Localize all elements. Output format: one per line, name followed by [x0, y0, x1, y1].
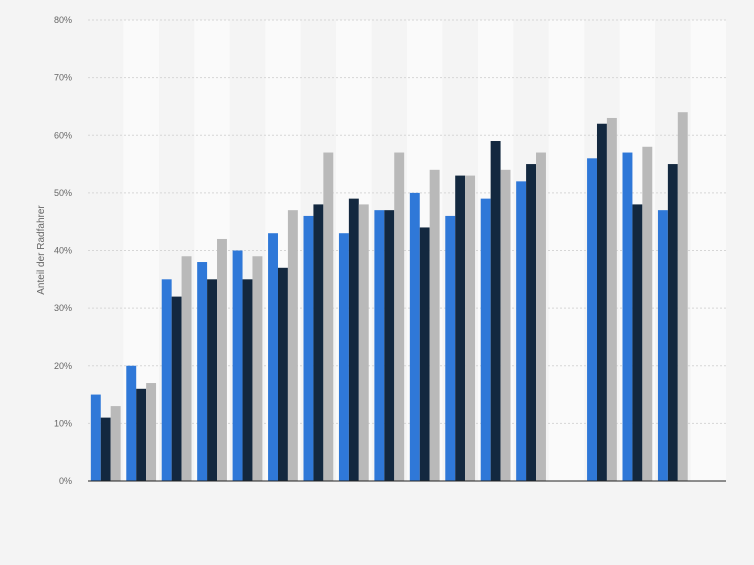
bar[interactable] — [126, 365, 137, 481]
y-axis-label: Anteil der Radfahrer — [36, 205, 47, 295]
bar[interactable] — [242, 279, 253, 481]
y-tick-label: 20% — [54, 361, 72, 371]
y-tick-label: 60% — [54, 130, 72, 140]
y-tick-label: 10% — [54, 418, 72, 428]
bar[interactable] — [277, 267, 288, 481]
bar[interactable] — [348, 198, 359, 481]
bar[interactable] — [338, 233, 349, 481]
bar[interactable] — [394, 152, 405, 481]
bar[interactable] — [181, 256, 192, 481]
y-axis-ticks: 0% 10% 20% 30% 40% 50% 60% 70% 80% — [54, 15, 72, 486]
bars — [90, 112, 688, 482]
bar[interactable] — [419, 227, 430, 481]
bar[interactable] — [536, 152, 546, 481]
y-tick-label: 30% — [54, 303, 72, 313]
bar[interactable] — [90, 394, 101, 481]
bar[interactable] — [490, 141, 501, 481]
bar[interactable] — [287, 210, 298, 481]
bar[interactable] — [171, 296, 182, 481]
bar[interactable] — [632, 204, 643, 481]
bar[interactable] — [677, 112, 688, 481]
bar[interactable] — [323, 152, 334, 481]
y-tick-label: 0% — [59, 476, 72, 486]
bar[interactable] — [465, 175, 476, 481]
bar[interactable] — [516, 181, 527, 481]
bar[interactable] — [526, 164, 537, 481]
bar[interactable] — [500, 169, 511, 481]
bar[interactable] — [606, 117, 617, 482]
bar[interactable] — [429, 169, 440, 481]
bar[interactable] — [622, 152, 633, 481]
y-tick-label: 40% — [54, 246, 72, 256]
bar[interactable] — [252, 256, 263, 481]
column-band — [548, 20, 585, 481]
bar[interactable] — [197, 262, 208, 481]
bar[interactable] — [455, 175, 466, 481]
bar[interactable] — [384, 210, 395, 481]
bar[interactable] — [136, 388, 147, 481]
bar[interactable] — [232, 250, 243, 482]
bar[interactable] — [587, 158, 597, 482]
bar[interactable] — [596, 123, 607, 481]
bar[interactable] — [657, 210, 668, 481]
bar[interactable] — [100, 417, 111, 481]
bar[interactable] — [313, 204, 324, 481]
bar[interactable] — [161, 279, 172, 481]
bar[interactable] — [217, 238, 227, 481]
y-tick-label: 70% — [54, 73, 72, 83]
bar[interactable] — [642, 146, 653, 481]
bar[interactable] — [303, 215, 314, 482]
bar[interactable] — [110, 406, 121, 481]
bar[interactable] — [146, 383, 157, 481]
y-tick-label: 50% — [54, 188, 72, 198]
y-tick-label: 80% — [54, 15, 72, 25]
bar[interactable] — [445, 215, 456, 482]
bar[interactable] — [358, 204, 369, 481]
bar[interactable] — [268, 233, 278, 481]
bar[interactable] — [409, 192, 420, 481]
bar[interactable] — [480, 198, 491, 481]
bar[interactable] — [667, 164, 678, 481]
bar[interactable] — [207, 279, 218, 481]
bar[interactable] — [374, 210, 385, 481]
